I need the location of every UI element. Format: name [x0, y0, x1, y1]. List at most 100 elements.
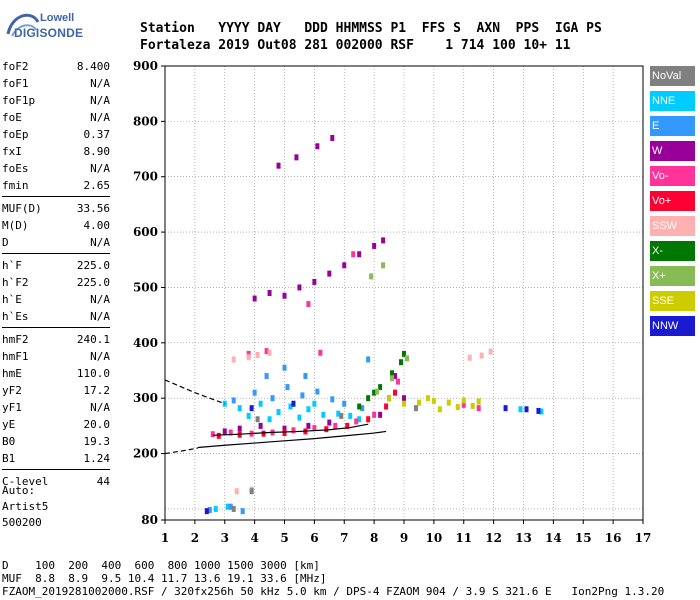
point-ssw	[255, 352, 260, 359]
point-sse	[437, 406, 442, 413]
y-tick-label: 500	[133, 280, 158, 294]
point-nne	[306, 406, 311, 413]
point-w	[294, 154, 299, 161]
legend-item-vo-: Vo-	[650, 166, 695, 186]
point-e	[285, 384, 290, 391]
point-w	[327, 270, 332, 277]
param-row: hmF1 N/A	[2, 348, 110, 365]
point-nne	[288, 403, 293, 410]
x-tick-label: 16	[605, 531, 622, 545]
param-label: foF1p	[2, 94, 36, 107]
param-label: hmF2	[2, 333, 29, 346]
param-label: foE	[2, 111, 22, 124]
param-row: foF1p N/A	[2, 92, 110, 109]
point-ssw	[479, 352, 484, 359]
point-w	[372, 242, 377, 249]
data-points-group	[165, 134, 544, 515]
param-label: h`Es	[2, 310, 29, 323]
param-label: foF2	[2, 60, 29, 73]
param-label: foF1	[2, 77, 29, 90]
point-nne	[518, 406, 523, 413]
param-label: M(D)	[2, 219, 29, 232]
param-row: B1 1.24	[2, 450, 110, 467]
point-w	[402, 395, 406, 402]
point-e	[366, 356, 371, 363]
point-sse	[455, 404, 460, 411]
point-nne	[267, 416, 272, 423]
param-row: M(D) 4.00	[2, 217, 110, 234]
param-label: hmE	[2, 367, 22, 380]
legend-item-w: W	[650, 141, 695, 161]
param-row: foE N/A	[2, 109, 110, 126]
param-row: yE 20.0	[2, 416, 110, 433]
trace-line	[197, 430, 387, 449]
point-nne	[357, 416, 362, 423]
point-nne	[336, 410, 341, 417]
param-row: fxI 8.90	[2, 143, 110, 160]
point-nnw	[503, 405, 508, 412]
plot-frame	[164, 65, 644, 521]
point-e	[282, 364, 287, 371]
x-tick-label: 15	[575, 531, 592, 545]
point-vo-	[333, 422, 338, 429]
param-row: D N/A	[2, 234, 110, 251]
point-e	[228, 503, 233, 510]
point-w	[312, 278, 317, 285]
point-vo-	[476, 405, 481, 412]
point-nnw	[204, 508, 209, 515]
point-x-	[357, 403, 362, 410]
point-vo-	[354, 418, 359, 425]
point-x-	[369, 273, 374, 280]
point-w	[378, 411, 383, 418]
point-noval	[249, 488, 254, 495]
param-value: N/A	[90, 401, 110, 414]
x-tick-label: 8	[370, 531, 378, 545]
point-ssw	[467, 354, 472, 361]
point-sse	[470, 402, 475, 409]
point-nne	[237, 405, 242, 412]
header-labels: Station YYYY DAY DDD HHMMSS P1 FFS S AXN…	[140, 21, 602, 36]
point-e	[360, 405, 365, 412]
point-nne	[276, 409, 281, 416]
point-x-	[390, 370, 395, 377]
point-noval	[413, 405, 418, 412]
footer: D 100 200 400 600 800 1000 1500 3000 [km…	[2, 559, 664, 598]
point-nne	[312, 400, 317, 407]
param-row: fmin 2.65	[2, 177, 110, 194]
point-x-	[381, 262, 386, 269]
x-tick-label: 1	[161, 531, 169, 545]
point-vo-	[324, 426, 329, 433]
y-tick-label: 800	[133, 114, 158, 128]
param-value: 225.0	[76, 259, 110, 272]
point-vo-	[318, 349, 323, 356]
point-w	[222, 428, 227, 435]
point-nnw	[536, 407, 541, 414]
point-vo-	[246, 350, 251, 357]
param-value: 1.24	[83, 452, 111, 465]
param-label: foEs	[2, 162, 29, 175]
point-w	[315, 143, 320, 150]
trace-line	[165, 379, 225, 405]
point-sse	[461, 397, 466, 404]
point-e	[300, 392, 305, 399]
x-tick-label: 17	[635, 531, 652, 545]
param-separator	[2, 327, 110, 328]
artist-label: Artist5	[2, 500, 49, 513]
x-tick-label: 2	[191, 531, 199, 545]
point-nnw	[249, 405, 254, 412]
legend-item-vo-: Vo+	[650, 191, 695, 211]
param-label: MUF(D)	[2, 202, 42, 215]
param-row: C-level 44	[2, 473, 110, 490]
x-tick-label: 11	[455, 531, 472, 545]
point-sse	[476, 398, 481, 405]
param-value: 2.65	[83, 179, 111, 192]
point-x-	[372, 389, 377, 396]
legend-item-nnw: NNW	[650, 316, 695, 336]
param-value: 4.00	[83, 219, 111, 232]
footer-distance-row: D 100 200 400 600 800 1000 1500 3000 [km…	[2, 559, 320, 572]
x-tick-label: 4	[250, 531, 258, 545]
x-tick-label: 3	[221, 531, 229, 545]
point-x-	[378, 384, 383, 391]
point-w	[393, 373, 398, 380]
